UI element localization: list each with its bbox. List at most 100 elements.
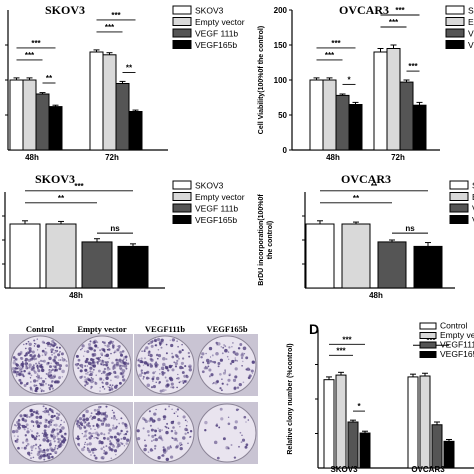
colony-dot bbox=[50, 351, 53, 354]
colony-dot bbox=[27, 352, 30, 354]
colony-dot bbox=[144, 444, 148, 448]
colony-dot bbox=[39, 449, 42, 452]
colony-dot bbox=[15, 424, 17, 427]
colony-dot bbox=[47, 373, 51, 377]
colony-dot bbox=[110, 387, 114, 391]
colony-dot bbox=[124, 355, 128, 359]
colony-dot bbox=[176, 359, 179, 362]
colony-dot bbox=[234, 359, 237, 362]
bar bbox=[115, 83, 130, 151]
colony-dot bbox=[61, 435, 64, 439]
colony-dot bbox=[45, 378, 47, 380]
colony-dot bbox=[236, 360, 239, 362]
colony-dot bbox=[80, 424, 83, 426]
colony-dot bbox=[224, 348, 228, 353]
colony-dot bbox=[35, 410, 39, 414]
colony-dot bbox=[112, 443, 114, 446]
colony-dot bbox=[162, 362, 166, 367]
colony-dot bbox=[33, 339, 36, 342]
colony-dot bbox=[107, 348, 111, 351]
colony-dot bbox=[217, 365, 220, 368]
colony-dot bbox=[163, 418, 165, 421]
colony-dot bbox=[90, 412, 93, 415]
legend-label: VEGF165 bbox=[440, 349, 474, 359]
colony-dot bbox=[139, 359, 143, 364]
colony-dot bbox=[245, 443, 249, 447]
colony-dot bbox=[91, 361, 95, 365]
colony-dot bbox=[121, 442, 124, 446]
colony-dot bbox=[123, 433, 126, 436]
colony-dot bbox=[108, 341, 111, 345]
colony-dot bbox=[245, 356, 249, 360]
x-tick-label: OVCAR3 bbox=[411, 465, 445, 474]
colony-dot bbox=[102, 364, 105, 367]
colony-dot bbox=[20, 371, 22, 373]
colony-dot bbox=[51, 455, 54, 459]
colony-dot bbox=[165, 430, 169, 435]
colony-dot bbox=[29, 429, 32, 431]
bar bbox=[347, 421, 359, 469]
colony-dot bbox=[122, 358, 125, 361]
chart-title: OVCAR3 bbox=[339, 3, 389, 17]
colony-dot bbox=[182, 415, 186, 419]
colony-dot bbox=[45, 419, 48, 422]
colony-dot bbox=[187, 431, 189, 434]
colony-dot bbox=[111, 386, 113, 388]
significance-label: *** bbox=[408, 62, 418, 71]
significance-label: ** bbox=[58, 194, 65, 203]
colony-dot bbox=[92, 340, 96, 345]
colony-dot bbox=[35, 390, 38, 393]
bar bbox=[443, 440, 455, 469]
colony-dot bbox=[25, 423, 29, 427]
colony-dot bbox=[187, 351, 190, 355]
colony-dot bbox=[58, 425, 61, 428]
colony-dot bbox=[248, 374, 252, 378]
colony-dot bbox=[35, 384, 38, 387]
colony-dot bbox=[146, 362, 149, 366]
colony-dot bbox=[102, 422, 105, 425]
colony-dot bbox=[219, 407, 223, 411]
colony-dot bbox=[50, 343, 54, 347]
bar bbox=[35, 93, 50, 151]
colony-dot bbox=[45, 382, 47, 385]
colony-dot bbox=[204, 429, 207, 432]
colony-dot bbox=[86, 443, 89, 446]
colony-dot bbox=[115, 358, 118, 361]
significance-label: *** bbox=[31, 39, 41, 48]
colony-dot bbox=[33, 384, 36, 387]
colony-dot bbox=[53, 424, 55, 426]
colony-dot bbox=[208, 368, 212, 372]
colony-dot bbox=[220, 417, 224, 421]
colony-dot bbox=[101, 385, 105, 388]
colony-dot bbox=[54, 368, 57, 372]
colony-dot bbox=[222, 371, 226, 375]
colony-dot bbox=[161, 454, 165, 457]
colony-dot bbox=[176, 377, 178, 380]
legend-swatch bbox=[445, 17, 465, 26]
colony-dot bbox=[215, 352, 219, 356]
colony-dot bbox=[100, 413, 103, 416]
colony-dot bbox=[185, 424, 188, 427]
colony-dot bbox=[151, 419, 156, 423]
colony-dot bbox=[123, 445, 126, 447]
colony-dot bbox=[158, 341, 162, 345]
colony-dot bbox=[102, 452, 105, 454]
colony-dot bbox=[137, 363, 141, 367]
colony-dot bbox=[177, 376, 180, 380]
colony-dot bbox=[240, 353, 244, 357]
colony-dot bbox=[105, 425, 107, 427]
colony-dot bbox=[154, 344, 157, 347]
panel-label: D bbox=[309, 321, 319, 337]
colony-dot bbox=[44, 450, 46, 452]
colony-dot bbox=[47, 425, 50, 429]
colony-dot bbox=[181, 349, 184, 352]
plate-column-title: Empty vector bbox=[77, 324, 127, 334]
colony-dot bbox=[21, 424, 23, 427]
colony-dot bbox=[42, 453, 46, 458]
colony-dot bbox=[109, 368, 111, 370]
colony-dot bbox=[159, 389, 163, 393]
colony-dot bbox=[204, 420, 208, 425]
colony-dot bbox=[159, 430, 161, 433]
colony-dot bbox=[98, 442, 100, 445]
colony-dot bbox=[116, 361, 118, 363]
